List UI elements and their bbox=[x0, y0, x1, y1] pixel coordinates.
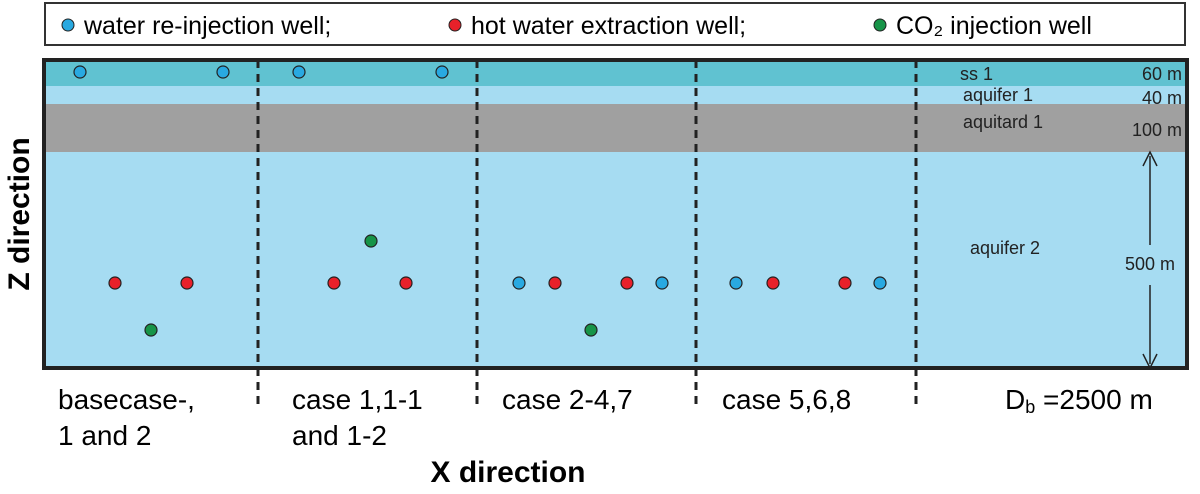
well bbox=[512, 276, 526, 290]
case-label: case 5,6,8 bbox=[722, 384, 851, 415]
case-line: basecase-, bbox=[58, 384, 195, 415]
ss-1 bbox=[44, 60, 1187, 86]
case-label: case 1,1-1 and 1-2 bbox=[292, 384, 423, 451]
well bbox=[435, 65, 449, 79]
layer-thickness: 500 m bbox=[1125, 254, 1175, 274]
well bbox=[838, 276, 852, 290]
thickness-arrow bbox=[1142, 150, 1158, 370]
well bbox=[73, 65, 87, 79]
symbol: D bbox=[1005, 384, 1025, 415]
z-axis-label: Z direction bbox=[3, 137, 36, 290]
layer-thickness: 100 m bbox=[1132, 120, 1182, 140]
legend-box bbox=[44, 2, 1186, 46]
layer-thickness: 60 m bbox=[1142, 64, 1182, 84]
legend-green bbox=[873, 18, 887, 32]
well bbox=[216, 65, 230, 79]
well bbox=[180, 276, 194, 290]
case-line: case 2-4,7 bbox=[502, 384, 633, 415]
well bbox=[873, 276, 887, 290]
well bbox=[729, 276, 743, 290]
x-axis-label: X direction bbox=[430, 456, 585, 489]
legend-blue bbox=[61, 18, 75, 32]
legend-red bbox=[448, 18, 462, 32]
arrow-head bbox=[1142, 353, 1158, 370]
legend-label: hot water extraction well; bbox=[471, 12, 746, 40]
case-line: case 5,6,8 bbox=[722, 384, 851, 415]
aquitard-1 bbox=[44, 104, 1187, 152]
legend-label: CO₂ injection well bbox=[896, 12, 1092, 40]
well bbox=[399, 276, 413, 290]
value: =2500 m bbox=[1035, 384, 1153, 415]
layer-name: aquifer 2 bbox=[970, 238, 1040, 258]
well bbox=[548, 276, 562, 290]
well bbox=[108, 276, 122, 290]
case-line: case 1,1-1 bbox=[292, 384, 423, 415]
well bbox=[655, 276, 669, 290]
layer-name: aquitard 1 bbox=[963, 112, 1043, 132]
case-line: and 1-2 bbox=[292, 420, 387, 451]
wells bbox=[73, 65, 887, 337]
well bbox=[584, 323, 598, 337]
well bbox=[364, 234, 378, 248]
layer-thickness: 40 m bbox=[1142, 88, 1182, 108]
legend-label: water re-injection well; bbox=[83, 12, 331, 40]
domain-length: Db =2500 m bbox=[1005, 384, 1153, 417]
layer-name: aquifer 1 bbox=[963, 85, 1033, 105]
well bbox=[766, 276, 780, 290]
well bbox=[292, 65, 306, 79]
case-line: 1 and 2 bbox=[58, 420, 151, 451]
case-label: case 2-4,7 bbox=[502, 384, 633, 415]
layer-name: ss 1 bbox=[960, 64, 993, 84]
case-label: basecase-, 1 and 2 bbox=[58, 384, 195, 451]
well bbox=[620, 276, 634, 290]
well bbox=[144, 323, 158, 337]
domain-box bbox=[42, 58, 1189, 370]
subscript: b bbox=[1025, 397, 1035, 417]
well bbox=[327, 276, 341, 290]
arrow-head bbox=[1142, 150, 1158, 167]
